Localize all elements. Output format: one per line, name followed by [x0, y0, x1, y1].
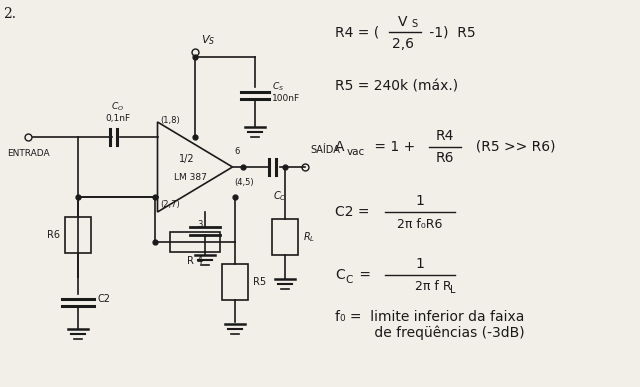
Text: S: S: [411, 19, 417, 29]
Text: A: A: [335, 140, 344, 154]
Text: R6: R6: [47, 230, 60, 240]
Bar: [272, 219, 298, 255]
Text: f₀ =  limite inferior da faixa
         de freqüências (-3dB): f₀ = limite inferior da faixa de freqüên…: [335, 310, 525, 341]
Bar: [65, 217, 91, 253]
Bar: [170, 232, 220, 252]
Text: $V_S$: $V_S$: [201, 33, 215, 47]
Bar: [222, 264, 248, 300]
Text: C: C: [335, 268, 345, 282]
Text: $R_L$: $R_L$: [303, 230, 315, 244]
Text: R4 = (: R4 = (: [335, 25, 380, 39]
Text: 3: 3: [197, 220, 203, 229]
Text: ENTRADA: ENTRADA: [6, 149, 49, 158]
Text: $C_C$: $C_C$: [273, 189, 286, 203]
Text: SAÍDA: SAÍDA: [310, 145, 340, 155]
Text: R5: R5: [253, 277, 266, 287]
Text: C2: C2: [98, 294, 111, 304]
Text: = 1 +: = 1 +: [370, 140, 420, 154]
Text: 6: 6: [234, 147, 240, 156]
Text: R4: R4: [436, 129, 454, 143]
Text: 2,6: 2,6: [392, 37, 414, 51]
Text: (1,8): (1,8): [161, 116, 180, 125]
Text: (2,7): (2,7): [161, 200, 180, 209]
Text: C2 =: C2 =: [335, 205, 374, 219]
Text: 2π f₀R6: 2π f₀R6: [397, 217, 443, 231]
Text: R6: R6: [436, 151, 454, 165]
Text: $C_O$
0,1nF: $C_O$ 0,1nF: [106, 100, 131, 123]
Text: 1/2: 1/2: [179, 154, 195, 164]
Text: 1: 1: [415, 257, 424, 271]
Text: 2.: 2.: [3, 7, 16, 21]
Text: vac: vac: [347, 147, 365, 157]
Text: 2π f R: 2π f R: [415, 281, 452, 293]
Text: $C_S$
100nF: $C_S$ 100nF: [272, 80, 300, 103]
Text: -1)  R5: -1) R5: [425, 25, 476, 39]
Text: 1: 1: [415, 194, 424, 208]
Text: L: L: [450, 285, 456, 295]
Text: C: C: [345, 275, 353, 285]
Text: (4,5): (4,5): [234, 178, 254, 187]
Text: (R5 >> R6): (R5 >> R6): [467, 140, 556, 154]
Text: =: =: [355, 268, 376, 282]
Text: R 4: R 4: [187, 256, 203, 266]
Text: LM 387: LM 387: [173, 173, 207, 182]
Text: V: V: [398, 15, 408, 29]
Text: R5 = 240k (máx.): R5 = 240k (máx.): [335, 80, 458, 94]
